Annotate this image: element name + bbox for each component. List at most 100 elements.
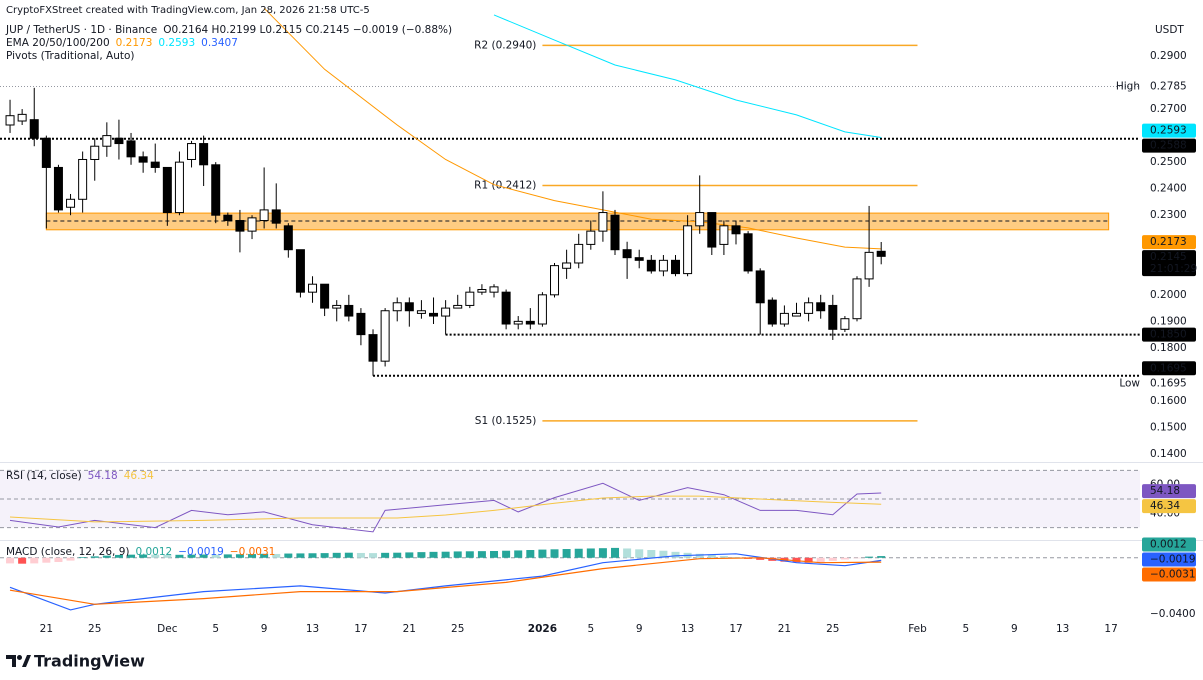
y-tick-label: 0.2700 (1150, 103, 1187, 115)
histogram-bar (127, 554, 136, 558)
histogram-bar (308, 553, 317, 558)
x-tick-label: 17 (354, 623, 367, 635)
candle-body (199, 143, 209, 166)
price-label: 54.18 (1150, 485, 1180, 497)
candle-body (126, 140, 136, 158)
ohlc-text: O0.2164 H0.2199 L0.2115 C0.2145 −0.0019 … (163, 24, 452, 36)
overlay: 0.29000.27000.25000.24000.23000.21000.20… (5, 24, 1197, 635)
histogram-bar (102, 555, 111, 558)
histogram-bar (852, 557, 861, 559)
series-line (9, 553, 882, 611)
histogram-bar (756, 557, 765, 560)
indicator-value: 0.0012 (135, 546, 172, 558)
price-label-caption: Low (1119, 377, 1140, 389)
unit-label: USDT (1155, 24, 1184, 36)
ema-value: 0.2593 (158, 37, 195, 49)
candle-body (66, 198, 76, 208)
logo-mark (17, 655, 22, 660)
candle-body (683, 225, 693, 275)
price-label-box (1142, 376, 1196, 391)
candle-body (804, 302, 814, 314)
histogram-bar (671, 551, 680, 558)
histogram-bar (659, 550, 668, 558)
candle-body (755, 270, 765, 304)
histogram-bar (114, 554, 123, 558)
series-line (9, 495, 882, 523)
price-label-caption: High (1116, 81, 1140, 93)
x-tick-label: 13 (306, 623, 319, 635)
histogram-bar (199, 554, 208, 558)
candle-body (767, 299, 777, 325)
symbol-title: JUP / TetherUS · 1D · Binance (5, 24, 157, 36)
price-label-box (1142, 123, 1196, 138)
x-tick-label: 5 (587, 623, 594, 635)
histogram-bar (417, 552, 426, 558)
x-tick-label: 17 (1104, 623, 1117, 635)
y-tick-label: 0.1400 (1150, 448, 1187, 460)
histogram-bar (562, 549, 571, 558)
pivot-label: S1 (0.1525) (475, 415, 537, 427)
histogram-bar (369, 553, 378, 558)
price-label-box (1142, 327, 1196, 342)
indicator-title: MACD (close, 12, 26, 9) (6, 546, 129, 558)
candle-body (791, 312, 801, 317)
candle-body (259, 209, 269, 222)
price-label: 0.2593 (1150, 125, 1187, 137)
x-tick-label: 21 (403, 623, 416, 635)
price-label-box (1142, 499, 1196, 514)
candle-body (404, 302, 414, 312)
candle-body (695, 212, 705, 227)
series-line (9, 482, 882, 533)
histogram-bar (477, 551, 486, 558)
legend: EMA 20/50/100/200 0.2173 0.2593 0.3407 (6, 37, 238, 49)
candle-body (174, 161, 184, 214)
candle-body (429, 312, 439, 317)
histogram-bar (175, 554, 184, 558)
y-tick-label: 0.1900 (1150, 315, 1187, 327)
histogram-bar (574, 548, 583, 558)
price-label-box (1142, 484, 1196, 499)
y-tick-label: 0.2500 (1150, 156, 1187, 168)
candle-body (295, 249, 305, 293)
histogram-bar (719, 556, 728, 558)
candle-body (441, 307, 451, 317)
candle-body (29, 119, 39, 139)
x-tick-label: 17 (729, 623, 742, 635)
x-tick-label: 25 (88, 623, 101, 635)
x-tick-label: 2026 (528, 623, 557, 635)
candle-body (586, 230, 596, 245)
candle-body (416, 310, 426, 314)
series-line (9, 557, 882, 605)
legend: Pivots (Traditional, Auto) (6, 50, 135, 62)
histogram-bar (441, 551, 450, 558)
indicator-title: RSI (14, close) (6, 470, 82, 482)
y-tick-label: 0.1500 (1150, 422, 1187, 434)
x-tick-label: 5 (212, 623, 219, 635)
histogram-bar (54, 557, 63, 562)
x-tick-label: 13 (681, 623, 694, 635)
price-label-box (1142, 567, 1196, 582)
histogram-bar (320, 553, 329, 558)
candle-body (477, 289, 487, 293)
candle-body (513, 320, 523, 325)
x-tick-label: 25 (451, 623, 464, 635)
histogram-bar (393, 552, 402, 558)
x-tick-label: 21 (778, 623, 791, 635)
candle-body (876, 250, 886, 257)
price-label-box (1142, 552, 1196, 567)
candle-body (610, 214, 620, 251)
rsi-pane (0, 469, 1140, 533)
histogram-bar (381, 552, 390, 558)
x-tick-label: 9 (636, 623, 643, 635)
candle-body (368, 334, 378, 362)
histogram-bar (260, 553, 269, 558)
histogram-bar (332, 552, 341, 558)
price-label: 0.1850 (1150, 329, 1187, 341)
candle-body (671, 259, 681, 275)
candle-body (622, 249, 632, 259)
zone (45, 212, 1110, 231)
y-tick-label: 0.2400 (1150, 183, 1187, 195)
candle-body (78, 158, 88, 200)
histogram-bar (465, 551, 474, 558)
